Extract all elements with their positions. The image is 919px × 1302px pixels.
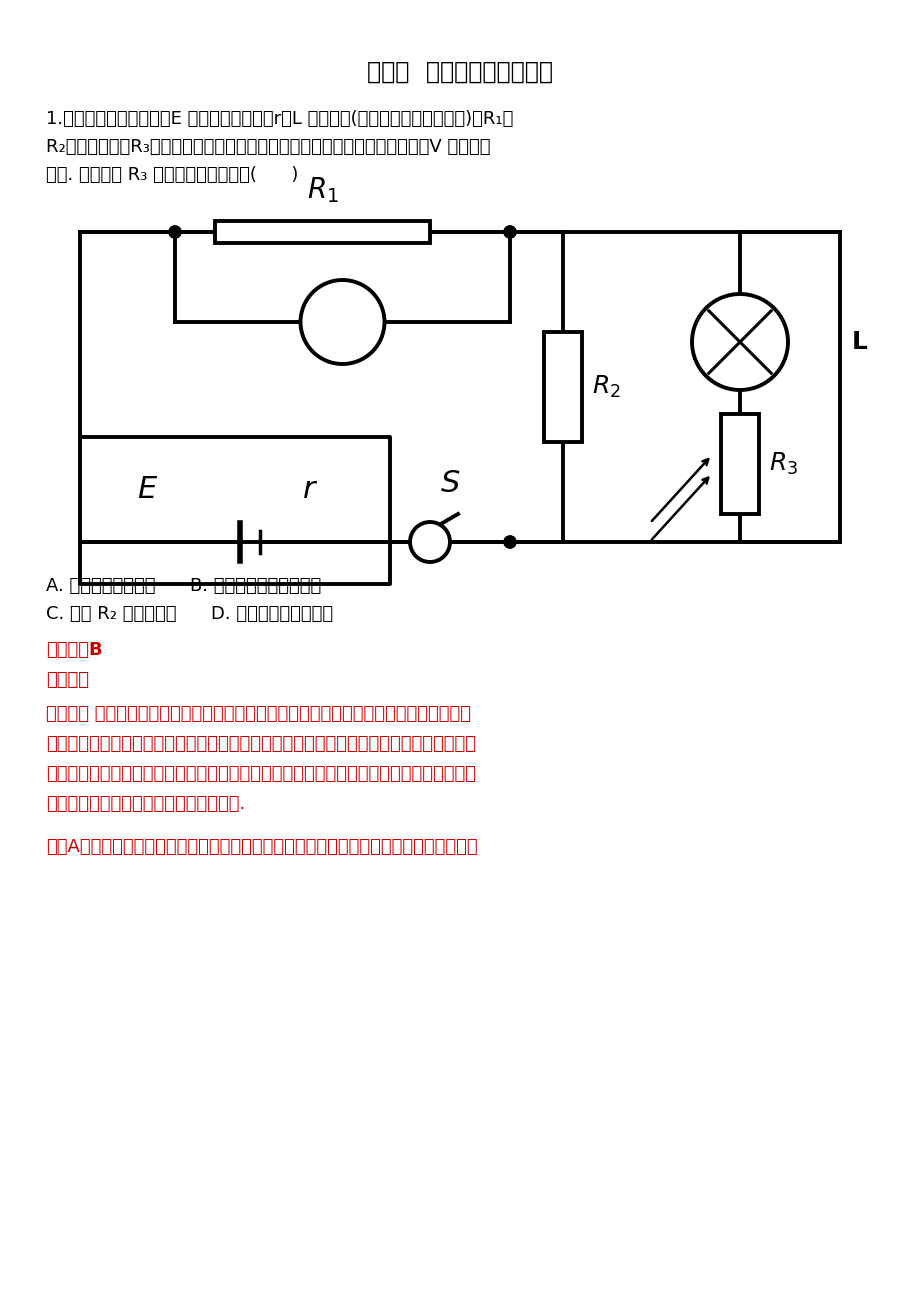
Circle shape [169,227,181,238]
Text: $R_3$: $R_3$ [768,450,798,477]
Text: 第七章  闭合电路的欧姆定律: 第七章 闭合电路的欧姆定律 [367,60,552,85]
Text: 压表. 若将照射 R₃ 的光的强度减弱，则(      ): 压表. 若将照射 R₃ 的光的强度减弱，则( ) [46,165,298,184]
Circle shape [504,227,516,238]
FancyBboxPatch shape [215,221,429,243]
Text: $E$: $E$ [137,475,158,504]
FancyBboxPatch shape [543,332,582,441]
Text: $S$: $S$ [439,470,460,499]
Text: $R_1$: $R_1$ [306,174,338,204]
Text: L: L [851,329,867,354]
Circle shape [691,294,788,391]
Text: 电路的规律可得出并联部分电压的变化，再由并联电路的规律可得出通过小灯泡的电流的变: 电路的规律可得出并联部分电压的变化，再由并联电路的规律可得出通过小灯泡的电流的变 [46,766,475,783]
Circle shape [169,227,181,238]
Text: V: V [333,310,352,335]
Circle shape [504,536,516,548]
Text: 解：A、光敏电阻光照减弱，故光敏电阻的阻值增大，电路中的总电阻增大；由闭合电路欧: 解：A、光敏电阻光照减弱，故光敏电阻的阻值增大，电路中的总电阻增大；由闭合电路欧 [46,838,477,855]
Text: 化，由功率公式即可得出灯泡功率的变化.: 化，由功率公式即可得出灯泡功率的变化. [46,796,245,812]
FancyBboxPatch shape [720,414,758,514]
Text: 【解析】: 【解析】 [46,671,89,689]
Circle shape [504,536,516,548]
Text: A. 电压表的示数变大      B. 小灯泡消耗的功率变小: A. 电压表的示数变大 B. 小灯泡消耗的功率变小 [46,577,321,595]
Text: $r$: $r$ [301,475,318,504]
Text: 电流的变化，由欧姆定律可得出电压表示数的变化；同时还可得出路端电压的变化；由串联: 电流的变化，由欧姆定律可得出电压表示数的变化；同时还可得出路端电压的变化；由串联 [46,736,475,753]
Text: $R_2$: $R_2$ [591,374,620,400]
Circle shape [504,227,516,238]
Text: R₂为定值电阻，R₃为光敏电阻，其阻值大小随所受照射光强度的增大而减小，V 为理想电: R₂为定值电阻，R₃为光敏电阻，其阻值大小随所受照射光强度的增大而减小，V 为理… [46,138,490,156]
Text: 试题分析 由光敏电阻的性质可知电路中电阻的变化，则由闭合电路欧姆定律可得出电路中: 试题分析 由光敏电阻的性质可知电路中电阻的变化，则由闭合电路欧姆定律可得出电路中 [46,704,471,723]
Circle shape [410,522,449,562]
Text: C. 通过 R₂ 的电流变小      D. 电源内阻的电压变大: C. 通过 R₂ 的电流变小 D. 电源内阻的电压变大 [46,605,333,622]
Circle shape [301,280,384,365]
Text: 【答案】B: 【答案】B [46,641,103,659]
Text: 1.在如图所示的电路中，E 为电源，其内阻为r，L 为小灯泡(其灯丝电阻可视为不变)，R₁、: 1.在如图所示的电路中，E 为电源，其内阻为r，L 为小灯泡(其灯丝电阻可视为不… [46,109,513,128]
